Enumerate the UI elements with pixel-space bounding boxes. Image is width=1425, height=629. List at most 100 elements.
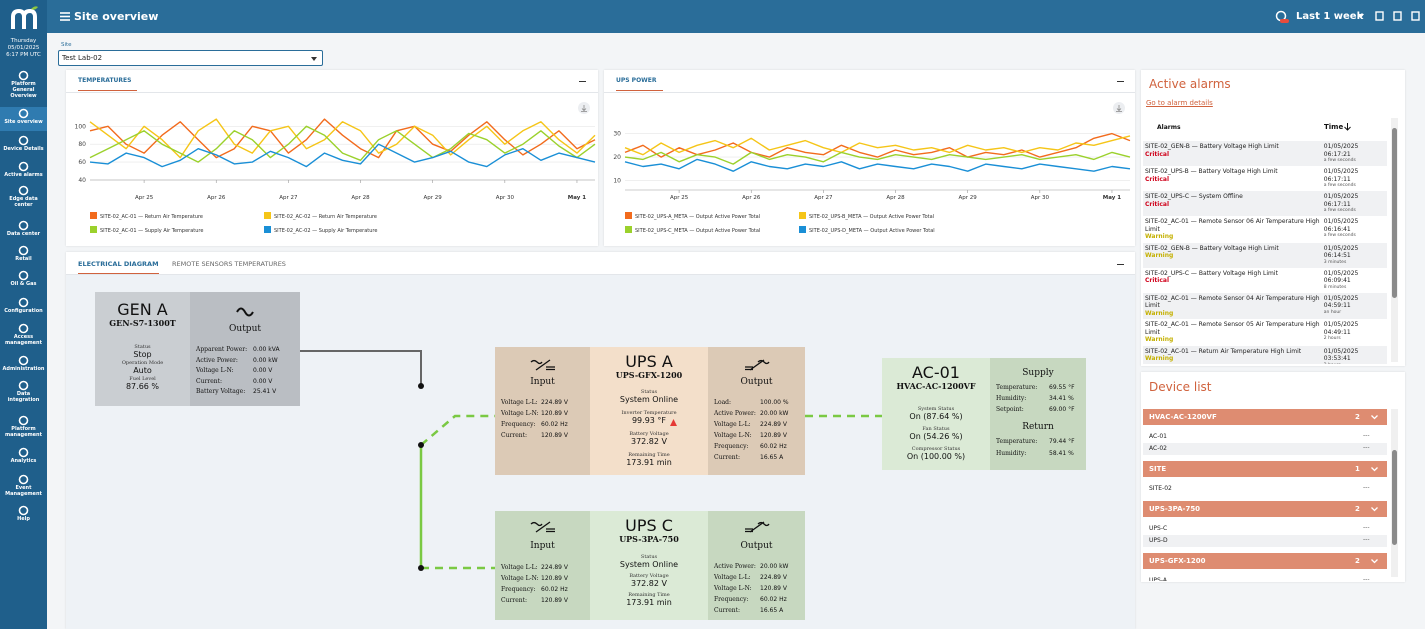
chart: 10 20 30 Apr 25 Apr 26 Apr 27 Apr 28 Apr 29 Apr … [613, 102, 1131, 234]
row-label: Battery Voltage: [196, 388, 246, 395]
device-item[interactable]: SITE-02 --- [1143, 483, 1387, 495]
chart-tab: TEMPERATURES [78, 77, 138, 91]
nav-item[interactable]: Event Management [0, 473, 47, 497]
device-item[interactable]: AC-01 --- [1143, 431, 1387, 443]
nav-item[interactable]: Help [0, 504, 47, 526]
alarm-row[interactable]: SITE-02_UPS-B — Battery Voltage High Lim… [1143, 166, 1387, 191]
alarm-row[interactable]: SITE-02_AC-01 — Return Air Temperature H… [1143, 345, 1387, 365]
column-header: Time [1324, 123, 1344, 131]
nav-item[interactable]: Data integration [0, 379, 47, 403]
row-value: 0.00 kVA [253, 346, 280, 353]
chev [1371, 507, 1378, 512]
legend-label: SITE-02_UPS-D_META — Output Active Power… [809, 228, 935, 234]
row-label: Frequency: [501, 421, 536, 428]
section-title: Return [1022, 422, 1054, 432]
alarm-timestamp: 01/05/2025 06:16:41 [1323, 218, 1359, 233]
status-group: Status System Online [590, 554, 708, 569]
scrollbar-thumb[interactable] [1392, 128, 1397, 298]
nav-item[interactable]: Platform management [0, 414, 47, 438]
status-label: Status [134, 344, 151, 350]
alarm-row[interactable]: SITE-02_AC-01 — Remote Sensor 06 Air Tem… [1143, 216, 1387, 243]
nav-label: Retail [15, 256, 32, 262]
alarm-ago: 2 hours [1324, 363, 1385, 365]
alarm-row[interactable]: SITE-02_AC-01 — Remote Sensor 05 Air Tem… [1143, 319, 1387, 346]
nav-icon [18, 297, 29, 308]
nav-icon-shape [18, 220, 29, 231]
row-label: Current: [196, 377, 223, 385]
x-tick-label: Apr 26 [207, 195, 226, 201]
minimize-button[interactable] [579, 81, 586, 82]
alarm-row[interactable]: SITE-02_GEN-B — Battery Voltage High Lim… [1143, 141, 1387, 166]
device-group-header[interactable]: SITE 1 [1143, 461, 1387, 477]
alarm-message: SITE-02_UPS-B — Battery Voltage High Lim… [1145, 168, 1278, 175]
ac-icon [236, 307, 254, 317]
nav-item[interactable]: Device Details [0, 134, 47, 156]
ups-a-input: Input Voltage L-L: 224.89 V Voltage L-N: 120… [495, 347, 590, 475]
group-count: 2 [1355, 557, 1360, 565]
time-range[interactable]: Last 1 week [1296, 11, 1364, 22]
nav-item[interactable]: Configuration [0, 296, 47, 318]
nav-icon-shape [18, 505, 29, 516]
row-value: 16.65 A [760, 454, 784, 461]
nav-item[interactable]: Analytics [0, 446, 47, 468]
diagram-tab[interactable]: ELECTRICAL DIAGRAM [78, 260, 159, 274]
legend-swatch [90, 212, 97, 219]
device-item[interactable]: UPS-D --- [1143, 535, 1387, 547]
nav-label: Event Management [5, 485, 42, 497]
alarm-ago: a few seconds [1323, 233, 1356, 238]
chevron [1371, 467, 1378, 472]
alarm-severity: Warning [1145, 252, 1174, 259]
nav-icon-shape [18, 355, 29, 366]
nav-icon [18, 108, 29, 119]
x-tick-label: Apr 30 [496, 195, 515, 201]
diagram-tab[interactable]: REMOTE SENSORS TEMPERATURES [172, 260, 286, 268]
device-group-header[interactable]: UPS-GFX-1200 2 [1143, 553, 1387, 569]
alarm-ago: 3 minutes [1323, 259, 1347, 265]
nav-label: Data integration [7, 391, 40, 403]
nav-item[interactable]: Oil & Gas [0, 269, 47, 291]
device-group-header[interactable]: UPS-3PA-750 2 [1143, 501, 1387, 517]
nav-icon [18, 474, 29, 485]
row-label: Humidity: [996, 450, 1027, 457]
alarm-time: 01/05/2025 04:49:11 2 hours [1324, 321, 1385, 344]
nav-item[interactable]: Active alarms [0, 160, 47, 182]
row-value: 224.89 V [760, 421, 788, 428]
device-item[interactable]: AC-02 --- [1143, 443, 1387, 455]
alarm-row[interactable]: SITE-02_AC-01 — Remote Sensor 04 Air Tem… [1143, 292, 1387, 319]
nav-item[interactable]: Platform General Overview [0, 69, 47, 99]
nav-item[interactable]: Data center [0, 219, 47, 241]
alarm-ago: a few seconds [1323, 158, 1356, 163]
toolbar-icon [1411, 11, 1420, 21]
status-value: Auto [133, 366, 152, 375]
status-label: Compressor Status [911, 446, 961, 452]
row-label: Voltage L-N: [714, 432, 752, 439]
device-item[interactable]: UPS-C --- [1143, 523, 1387, 535]
row-label: Voltage L-L: [714, 574, 751, 581]
row-value: 20.00 kW [760, 563, 789, 570]
status-value: 372.82 V [630, 437, 667, 446]
nav-item[interactable]: Administration [0, 354, 47, 376]
status-label: Inverter Temperature [621, 410, 677, 416]
alarm-ago: 8 minutes [1323, 284, 1347, 290]
minimize-button[interactable] [1117, 264, 1124, 265]
row-label: Active Power: [196, 356, 238, 364]
alarm-time: 01/05/2025 06:16:41 a few seconds [1324, 218, 1385, 241]
nav-item[interactable]: Edge data center [0, 184, 47, 208]
alarm-row[interactable]: SITE-02_GEN-B — Battery Voltage High Lim… [1143, 242, 1387, 268]
device-item[interactable]: UPS-A --- [1143, 575, 1387, 581]
diagram-area: GEN A GEN-S7-1300T Status Stop Operation Mod… [66, 275, 1135, 629]
nav-item[interactable]: Site overview [0, 107, 47, 131]
minimize-button[interactable] [1117, 81, 1124, 82]
device-status: --- [1363, 536, 1370, 543]
status-group: Battery Voltage 372.82 V [590, 431, 708, 446]
alarms-link[interactable]: Go to alarm details [1146, 99, 1213, 107]
nav-item[interactable]: Retail [0, 244, 47, 266]
scrollbar-thumb[interactable] [1392, 450, 1397, 545]
device-group-header[interactable]: HVAC-AC-1200VF 2 [1143, 409, 1387, 425]
row-label: Voltage L-L: [501, 564, 538, 571]
alarm-row[interactable]: SITE-02_UPS-C — Battery Voltage High Lim… [1143, 267, 1387, 293]
nav-item[interactable]: Access management [0, 322, 47, 346]
site-select[interactable]: Test Lab-02 [58, 50, 323, 66]
glyph [530, 521, 555, 533]
alarm-row[interactable]: SITE-02_UPS-C — System Offline Critical 01… [1143, 191, 1387, 216]
